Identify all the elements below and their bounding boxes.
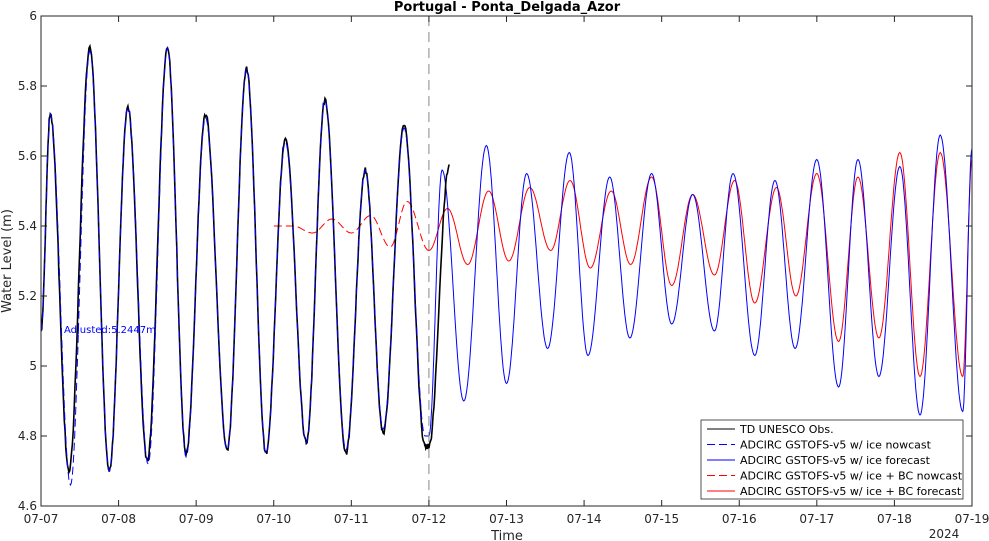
series-line-2 [428,134,973,437]
y-tick-label: 5.8 [18,79,37,93]
x-tick-label: 07-09 [179,512,214,526]
series-line-3 [273,200,430,251]
x-tick-label: 07-15 [644,512,679,526]
y-tick-label: 6 [29,9,37,23]
legend-box [700,419,964,500]
x-tick-label: 07-07 [24,512,59,526]
series-line-4 [428,151,973,378]
y-tick-label: 5 [29,359,37,373]
x-tick-label: 07-11 [334,512,369,526]
x-tick-label: 07-12 [411,512,446,526]
x-tick-label: 07-13 [489,512,524,526]
x-tick-label: 07-17 [799,512,834,526]
y-tick-label: 5.6 [18,149,37,163]
chart-title: Portugal - Ponta_Delgada_Azor [394,0,621,15]
y-tick-label: 4.6 [18,499,37,513]
legend-entry: ADCIRC GSTOFS-v5 w/ ice nowcast [740,439,932,452]
series-layer [40,16,973,506]
y-tick-label: 4.8 [18,429,37,443]
x-tick-label: 07-18 [877,512,912,526]
legend-entry: ADCIRC GSTOFS-v5 w/ ice + BC forecast [740,485,962,498]
legend-entry: ADCIRC GSTOFS-v5 w/ ice + BC nowcast [740,470,963,483]
legend-entry: ADCIRC GSTOFS-v5 w/ ice forecast [740,454,931,467]
x-tick-label: 07-16 [722,512,757,526]
legend-entry: TD UNESCO Obs. [739,423,834,436]
x-axis-label: Time [490,529,523,541]
x-axis-year-label: 2024 [929,527,960,541]
series-line-1 [40,46,429,487]
adjusted-annotation: Adjusted:5.2447m [64,325,156,336]
y-tick-label: 5.4 [18,219,37,233]
x-tick-label: 07-14 [567,512,602,526]
x-axis: 07-07 07-08 07-09 07-10 07-11 07-12 07-13 07-14… [24,16,989,526]
x-tick-label: 07-10 [256,512,291,526]
x-tick-label: 07-08 [101,512,136,526]
y-axis: 4.6 4.8 5 5.2 5.4 5.6 5.8 6 [18,9,972,513]
y-axis-label: Water Level (m) [0,209,15,313]
legend: TD UNESCO Obs. ADCIRC GSTOFS-v5 w/ ice no… [700,419,964,500]
y-tick-label: 5.2 [18,289,37,303]
x-tick-label: 07-19 [955,512,989,526]
